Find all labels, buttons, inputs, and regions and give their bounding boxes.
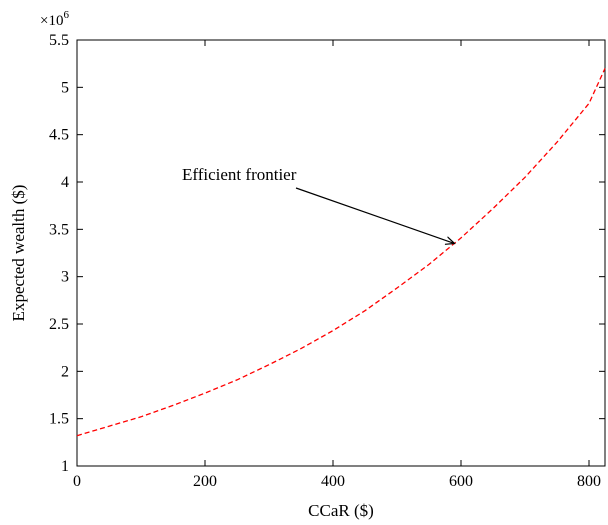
y-tick-label: 3.5 xyxy=(49,221,69,238)
annotation-arrow xyxy=(295,187,455,244)
y-axis: 1 1.5 2 2.5 3 3.5 4 4.5 5 5.5 xyxy=(49,32,605,475)
x-axis: 0 200 400 600 800 xyxy=(73,40,601,490)
y-tick-label: 3 xyxy=(61,269,69,286)
y-tick-label: 2.5 xyxy=(49,316,69,333)
x-tick-label: 800 xyxy=(577,473,601,490)
y-multiplier-label: ×106 xyxy=(40,9,69,29)
x-tick-label: 600 xyxy=(449,473,473,490)
y-axis-label: Expected wealth ($) xyxy=(9,185,28,322)
x-tick-label: 0 xyxy=(73,473,81,490)
plot-area xyxy=(76,39,606,467)
annotation-label: Efficient frontier xyxy=(182,165,297,184)
y-tick-label: 5 xyxy=(61,79,69,96)
y-tick-label: 5.5 xyxy=(49,32,69,49)
x-tick-label: 200 xyxy=(193,473,217,490)
y-tick-label: 4 xyxy=(61,174,69,191)
y-tick-label: 1 xyxy=(61,458,69,475)
y-tick-label: 1.5 xyxy=(49,411,69,428)
y-tick-label: 4.5 xyxy=(49,127,69,144)
y-tick-label: 2 xyxy=(61,363,69,380)
x-axis-label: CCaR ($) xyxy=(308,501,374,520)
x-tick-label: 400 xyxy=(321,473,345,490)
efficient-frontier-line xyxy=(76,68,606,437)
